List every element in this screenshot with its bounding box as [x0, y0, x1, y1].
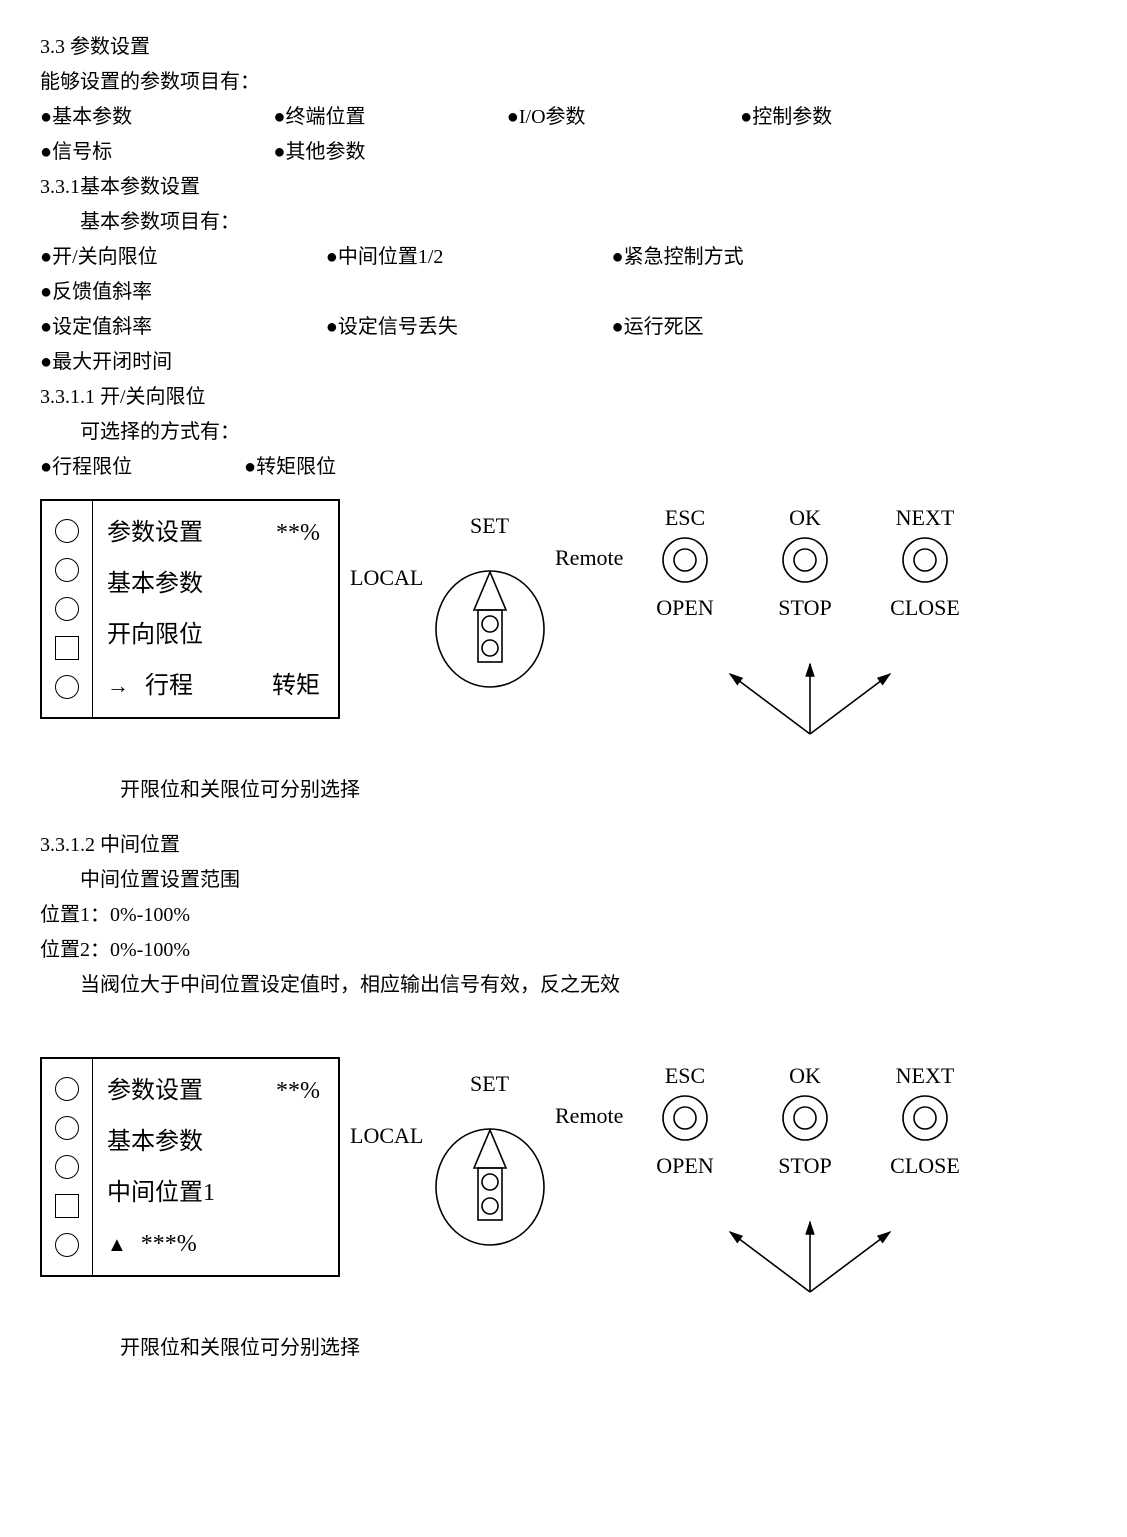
led-square-icon	[55, 636, 79, 660]
btn-top-label: OK	[750, 1057, 860, 1091]
dial-label-remote: Remote	[555, 1097, 623, 1136]
bullet: 基本参数	[40, 100, 249, 135]
heading-3-3: 3.3 参数设置	[40, 30, 1087, 65]
round-button-icon[interactable]	[900, 535, 950, 585]
lcd-line1: 参数设置	[107, 512, 203, 554]
dial-label-set: SET	[470, 1065, 509, 1104]
lcd-line2: 基本参数	[107, 563, 320, 605]
lcd-percent: **%	[276, 1070, 320, 1112]
round-button-icon[interactable]	[900, 1093, 950, 1143]
btn-bot-label: CLOSE	[870, 589, 980, 619]
direction-arrows-icon	[690, 1212, 930, 1312]
heading-3-3-1: 3.3.1基本参数设置	[40, 170, 1087, 205]
selector-dial: LOCAL SET Remote	[360, 499, 620, 719]
led-circle-icon	[55, 597, 79, 621]
button-cluster: ESC OPEN OK STOP NEXT CLOSE	[630, 499, 990, 759]
panel-block-2: 参数设置 **% 基本参数 中间位置1 ***% LOCAL SET Remot…	[40, 1057, 1087, 1317]
dial-label-local: LOCAL	[350, 559, 423, 598]
dial-label-remote: Remote	[555, 539, 623, 578]
bullet: 其他参数	[273, 135, 482, 170]
btn-bot-label: STOP	[750, 589, 860, 619]
bullet: I/O参数	[507, 100, 716, 135]
bullet: 终端位置	[273, 100, 482, 135]
btn-top-label: NEXT	[870, 499, 980, 533]
dial-label-set: SET	[470, 507, 509, 546]
heading-3-3-1-1: 3.3.1.1 开/关向限位	[40, 380, 1087, 415]
led-circle-icon	[55, 558, 79, 582]
lcd-sel-left: 行程	[145, 665, 193, 707]
note-3-3-1-2: 当阀位大于中间位置设定值时，相应输出信号有效，反之无效	[40, 968, 1087, 1003]
pos1-line: 位置1：0%-100%	[40, 898, 1087, 933]
round-button-icon[interactable]	[660, 535, 710, 585]
lcd-display: 参数设置 **% 基本参数 开向限位 行程 转矩	[40, 499, 340, 719]
led-square-icon	[55, 1194, 79, 1218]
led-circle-icon	[55, 519, 79, 543]
round-button-icon[interactable]	[660, 1093, 710, 1143]
lcd-text-area: 参数设置 **% 基本参数 开向限位 行程 转矩	[93, 501, 338, 717]
bullets-3-3-1-r1: 开/关向限位 中间位置1/2 紧急控制方式 反馈值斜率	[40, 240, 1087, 310]
led-circle-icon	[55, 675, 79, 699]
bullet: 最大开闭时间	[40, 345, 302, 380]
dial-label-local: LOCAL	[350, 1117, 423, 1156]
bullet: 设定值斜率	[40, 310, 302, 345]
lcd-led-column	[42, 1059, 93, 1275]
led-circle-icon	[55, 1116, 79, 1140]
bullets-3-3-1-r2: 设定值斜率 设定信号丢失 运行死区 最大开闭时间	[40, 310, 1087, 380]
bullet: 设定信号丢失	[326, 310, 588, 345]
btn-top-label: NEXT	[870, 1057, 980, 1091]
btn-bot-label: CLOSE	[870, 1147, 980, 1177]
bullet: 反馈值斜率	[40, 275, 302, 310]
lcd-led-column	[42, 501, 93, 717]
lcd-value: ***%	[141, 1223, 197, 1265]
dial-knob-icon	[430, 1112, 550, 1272]
intro-3-3-1: 基本参数项目有：	[40, 205, 1087, 240]
bullet: 信号标	[40, 135, 249, 170]
bullet: 行程限位	[40, 450, 220, 485]
led-circle-icon	[55, 1233, 79, 1257]
round-button-icon[interactable]	[780, 1093, 830, 1143]
btn-top-label: ESC	[630, 1057, 740, 1091]
intro-3-3-1-1: 可选择的方式有：	[40, 415, 1087, 450]
bullets-3-3: 基本参数 终端位置 I/O参数 控制参数 信号标 其他参数	[40, 100, 1087, 170]
arrow-right-icon	[107, 665, 135, 707]
lcd-line3: 中间位置1	[107, 1172, 320, 1214]
btn-top-label: OK	[750, 499, 860, 533]
led-circle-icon	[55, 1077, 79, 1101]
lcd-text-area: 参数设置 **% 基本参数 中间位置1 ***%	[93, 1059, 338, 1275]
bullet: 运行死区	[612, 310, 874, 345]
btn-top-label: ESC	[630, 499, 740, 533]
lcd-line1: 参数设置	[107, 1070, 203, 1112]
selector-dial: LOCAL SET Remote	[360, 1057, 620, 1277]
intro-3-3: 能够设置的参数项目有：	[40, 65, 1087, 100]
round-button-icon[interactable]	[780, 535, 830, 585]
lcd-display: 参数设置 **% 基本参数 中间位置1 ***%	[40, 1057, 340, 1277]
bullet: 开/关向限位	[40, 240, 302, 275]
dial-knob-icon	[430, 554, 550, 714]
intro-3-3-1-2: 中间位置设置范围	[40, 863, 1087, 898]
bullet: 控制参数	[740, 100, 949, 135]
led-circle-icon	[55, 1155, 79, 1179]
btn-bot-label: STOP	[750, 1147, 860, 1177]
bullet: 中间位置1/2	[326, 240, 588, 275]
triangle-up-icon	[107, 1223, 131, 1265]
lcd-sel-right: 转矩	[272, 665, 320, 707]
lcd-percent: **%	[276, 512, 320, 554]
btn-bot-label: OPEN	[630, 589, 740, 619]
panel-block-1: 参数设置 **% 基本参数 开向限位 行程 转矩 LOCAL SET Remot…	[40, 499, 1087, 759]
btn-bot-label: OPEN	[630, 1147, 740, 1177]
heading-3-3-1-2: 3.3.1.2 中间位置	[40, 828, 1087, 863]
direction-arrows-icon	[690, 654, 930, 754]
button-cluster: ESC OPEN OK STOP NEXT CLOSE	[630, 1057, 990, 1317]
bullets-3-3-1-1: 行程限位 转矩限位	[40, 450, 1087, 485]
caption-2: 开限位和关限位可分别选择	[40, 1331, 1087, 1366]
lcd-line3: 开向限位	[107, 614, 320, 656]
bullet: 转矩限位	[244, 450, 336, 485]
bullet: 紧急控制方式	[612, 240, 874, 275]
caption-1: 开限位和关限位可分别选择	[40, 773, 1087, 808]
pos2-line: 位置2：0%-100%	[40, 933, 1087, 968]
lcd-line2: 基本参数	[107, 1121, 320, 1163]
